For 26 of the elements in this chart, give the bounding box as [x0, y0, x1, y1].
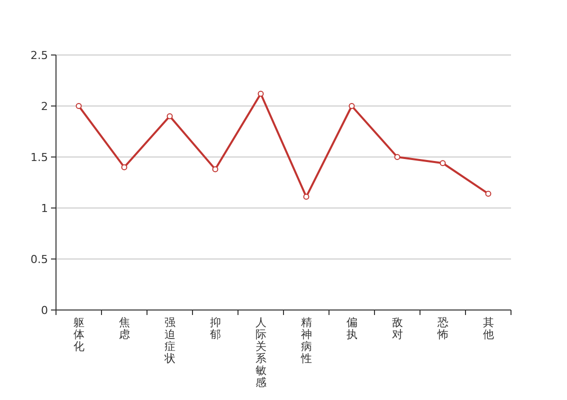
- x-tick-label: 精神病性: [300, 316, 312, 365]
- x-tick-label: 恐怖: [436, 316, 448, 341]
- point: [485, 190, 492, 197]
- x-tick-label: 躯体化: [73, 316, 84, 353]
- x-tick-label: 偏执: [346, 316, 358, 341]
- point: [166, 113, 173, 120]
- point: [258, 90, 264, 97]
- y-tick-label: 1: [41, 202, 48, 215]
- y-tick-label: 0.5: [30, 252, 48, 266]
- y-tick-label: 1.5: [30, 150, 48, 164]
- x-tick-label: 其他: [482, 316, 494, 341]
- point: [440, 160, 446, 166]
- x-tick-label: 强迫症状: [163, 316, 176, 365]
- point: [348, 103, 355, 109]
- x-tick-label: 焦虑: [118, 316, 130, 341]
- y-tick-label: 2.5: [30, 48, 48, 62]
- point: [212, 166, 218, 172]
- point: [121, 164, 128, 170]
- point: [394, 154, 400, 160]
- x-tick-label: 敌对: [392, 316, 403, 341]
- point: [76, 103, 82, 109]
- point: [303, 194, 310, 200]
- y-tick-label: 2: [41, 100, 48, 113]
- y-tick-label: 0: [41, 304, 48, 317]
- x-tick-label: 抑郁: [210, 316, 221, 341]
- x-tick-label: 人际关系敏感: [255, 316, 266, 389]
